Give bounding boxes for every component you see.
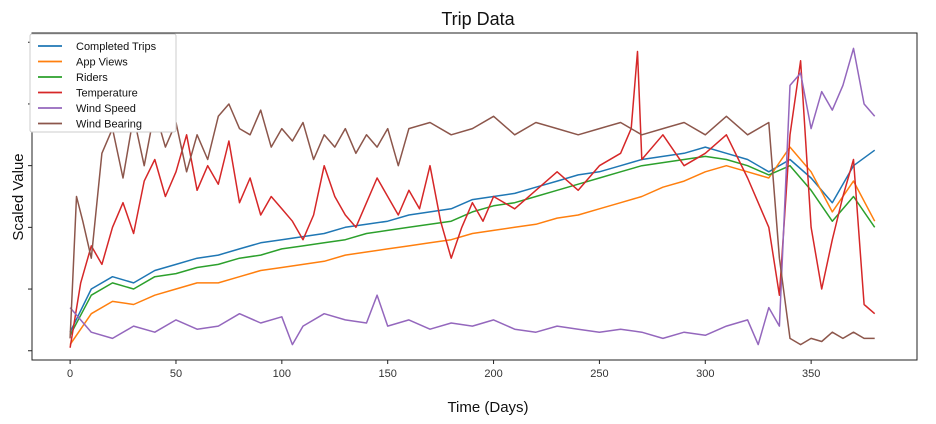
- series-line-0: [69, 146, 876, 333]
- series-line-1: [69, 146, 876, 346]
- x-tick-label-7: 350: [802, 368, 820, 380]
- x-tick-label-5: 250: [590, 368, 608, 380]
- legend-label-2: Riders: [76, 72, 108, 84]
- y-axis-label: Scaled Value: [10, 153, 27, 240]
- x-tick-label-1: 50: [170, 368, 182, 380]
- legend-label-1: App Views: [76, 57, 128, 69]
- axes-ticks: 0 50 100 150 200 250 300 350: [28, 41, 820, 380]
- legend-label-4: Wind Speed: [76, 103, 136, 115]
- series-line-4: [69, 47, 876, 346]
- legend: Completed Trips App Views Riders Temperatur…: [29, 33, 177, 133]
- series-line-2: [69, 155, 876, 336]
- series-lines: [69, 47, 876, 348]
- plot-frame: [31, 32, 918, 361]
- series-line-3: [69, 50, 876, 348]
- legend-label-0: Completed Trips: [76, 41, 157, 53]
- x-tick-label-2: 100: [273, 368, 291, 380]
- legend-label-3: Temperature: [76, 88, 138, 100]
- legend-box: [29, 33, 177, 133]
- x-tick-label-0: 0: [67, 368, 73, 380]
- x-axis-label: Time (Days): [447, 399, 528, 416]
- x-tick-label-3: 150: [379, 368, 397, 380]
- x-tick-label-4: 200: [484, 368, 502, 380]
- series-line-5: [69, 103, 875, 346]
- x-tick-label-6: 300: [696, 368, 714, 380]
- chart-title: Trip Data: [441, 9, 515, 29]
- legend-label-5: Wind Bearing: [76, 119, 142, 131]
